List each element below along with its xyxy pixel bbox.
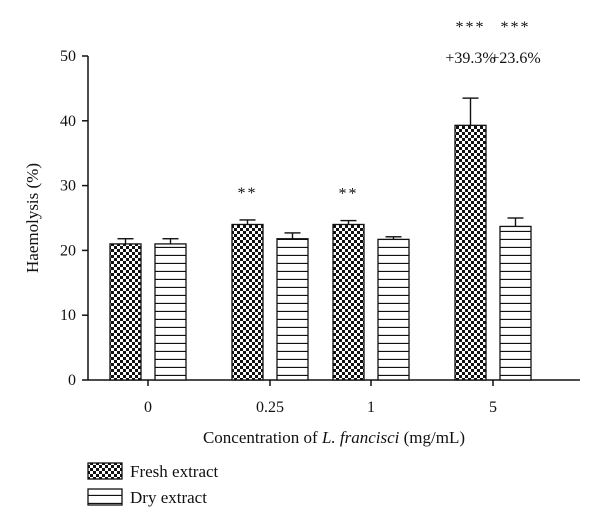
y-tick-label-20: 20 — [60, 242, 76, 259]
x-axis-title-prefix: Concentration of — [203, 428, 322, 447]
y-tick-label-50: 50 — [60, 48, 76, 65]
x-axis-title-suffix: (mg/mL) — [399, 428, 465, 447]
significance-stars-fresh-extract-0-25: ** — [238, 185, 258, 202]
legend: Fresh extract Dry extract — [87, 462, 219, 507]
bar-dry-extract-1 — [377, 238, 410, 381]
x-tick-label-0-25: 0.25 — [256, 399, 284, 416]
x-tick-label-0: 0 — [144, 399, 152, 416]
percent-change-dry-extract-5: +23.6% — [490, 50, 540, 67]
legend-label-fresh-extract: Fresh extract — [130, 462, 219, 481]
bar-fresh-extract-5 — [454, 124, 487, 381]
bar-dry-extract-0-25 — [276, 238, 309, 381]
y-tick-label-10: 10 — [60, 307, 76, 324]
significance-stars-fresh-extract-5: *** — [456, 19, 486, 36]
y-tick-label-30: 30 — [60, 178, 76, 195]
percent-change-fresh-extract-5: +39.3% — [445, 50, 495, 67]
bar-dry-extract-5 — [499, 225, 532, 381]
legend-swatch-fresh-extract — [87, 462, 123, 480]
bar-dry-extract-0 — [154, 243, 187, 381]
x-axis-title: Concentration of L. francisci (mg/mL) — [203, 428, 465, 447]
bar-fresh-extract-0 — [109, 243, 142, 381]
x-tick-label-5: 5 — [489, 399, 497, 416]
y-axis-title: Haemolysis (%) — [23, 163, 42, 273]
bar-fresh-extract-1 — [332, 223, 365, 381]
x-axis-title-italic: L. francisci — [321, 428, 400, 447]
y-tick-label-0: 0 — [68, 372, 76, 389]
significance-stars-fresh-extract-1: ** — [339, 186, 359, 203]
legend-label-dry-extract: Dry extract — [130, 488, 207, 507]
significance-stars-dry-extract-5: *** — [501, 19, 531, 36]
legend-swatch-dry-extract — [87, 488, 123, 506]
x-tick-label-1: 1 — [367, 399, 375, 416]
y-tick-label-40: 40 — [60, 113, 76, 130]
bar-fresh-extract-0-25 — [231, 223, 264, 381]
